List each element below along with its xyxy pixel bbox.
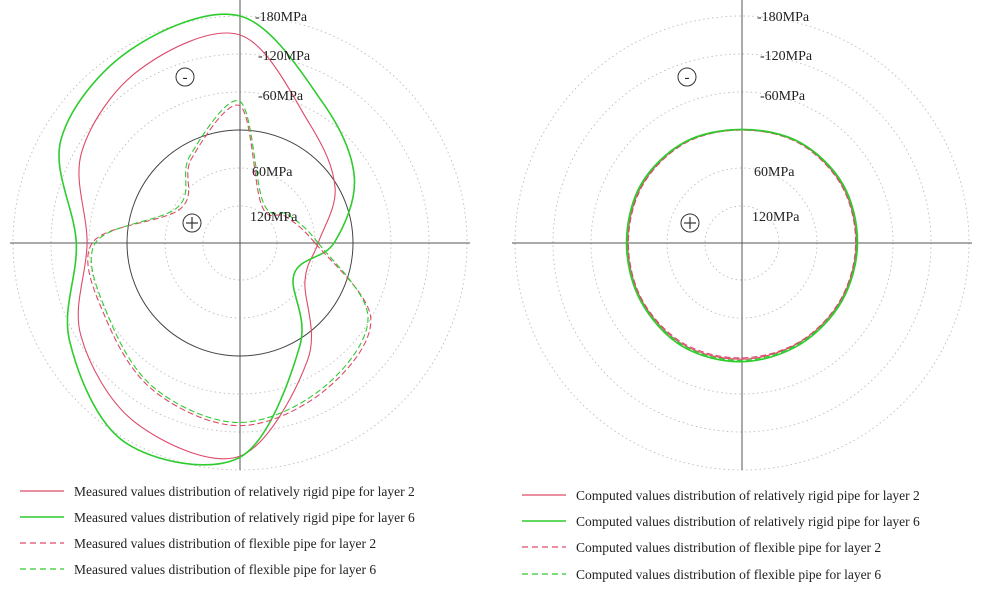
tick-label-minus-60: -60MPa bbox=[258, 89, 304, 104]
legend-item: Measured values distribution of flexible… bbox=[20, 562, 376, 577]
legend-item: Measured values distribution of flexible… bbox=[20, 536, 376, 551]
legend-item: Measured values distribution of relative… bbox=[20, 484, 415, 499]
series-line-3 bbox=[87, 104, 372, 427]
legend-label: Measured values distribution of flexible… bbox=[74, 562, 376, 577]
legend-label: Computed values distribution of flexible… bbox=[576, 540, 881, 555]
tick-label-120: 120MPa bbox=[752, 210, 800, 225]
legend-item: Computed values distribution of relative… bbox=[522, 488, 920, 503]
legend-computed: Computed values distribution of relative… bbox=[522, 488, 920, 582]
tick-label-minus-180: -180MPa bbox=[255, 10, 308, 25]
legend-item: Computed values distribution of flexible… bbox=[522, 567, 881, 582]
tick-label-minus-120: -120MPa bbox=[258, 49, 311, 64]
minus-sign-marker: - bbox=[175, 67, 195, 87]
legend-label: Measured values distribution of flexible… bbox=[74, 536, 376, 551]
series-line-4 bbox=[90, 100, 369, 424]
series-line-2 bbox=[58, 13, 356, 466]
svg-text:-: - bbox=[183, 70, 188, 86]
tick-label-120: 120MPa bbox=[250, 210, 298, 225]
series-line-3 bbox=[627, 129, 857, 359]
legend-item: Computed values distribution of relative… bbox=[522, 514, 920, 529]
legend-measured: Measured values distribution of relative… bbox=[20, 484, 415, 577]
tick-label-60: 60MPa bbox=[754, 165, 795, 180]
series-line-2 bbox=[625, 128, 859, 363]
legend-label: Computed values distribution of relative… bbox=[576, 488, 920, 503]
svg-text:-: - bbox=[685, 70, 690, 86]
polar-chart-computed: -180MPa -120MPa -60MPa 60MPa 120MPa - bbox=[512, 0, 972, 471]
legend-label: Computed values distribution of flexible… bbox=[576, 567, 881, 582]
legend-item: Measured values distribution of relative… bbox=[20, 510, 415, 525]
tick-label-minus-180: -180MPa bbox=[757, 10, 810, 25]
polar-chart-measured: -180MPa -120MPa -60MPa 60MPa 120MPa - bbox=[10, 0, 470, 471]
minus-sign-marker: - bbox=[677, 67, 697, 87]
series-layer bbox=[625, 128, 859, 363]
tick-label-60: 60MPa bbox=[252, 165, 293, 180]
zero-circle bbox=[126, 129, 354, 357]
legend-label: Measured values distribution of relative… bbox=[74, 510, 415, 525]
series-layer bbox=[58, 13, 372, 466]
series-line-1 bbox=[77, 32, 336, 460]
tick-label-minus-60: -60MPa bbox=[760, 89, 806, 104]
legend-label: Computed values distribution of relative… bbox=[576, 514, 920, 529]
plus-sign-marker bbox=[182, 213, 202, 233]
series-line-4 bbox=[626, 129, 858, 361]
legend-label: Measured values distribution of relative… bbox=[74, 484, 415, 499]
legend-item: Computed values distribution of flexible… bbox=[522, 540, 881, 555]
tick-label-minus-120: -120MPa bbox=[760, 49, 813, 64]
plus-sign-marker bbox=[680, 213, 700, 233]
